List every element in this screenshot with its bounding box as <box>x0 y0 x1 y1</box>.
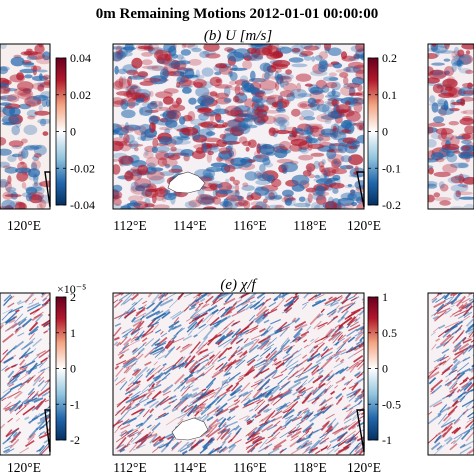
figure-title: 0m Remaining Motions 2012-01-01 00:00:00 <box>96 6 378 22</box>
field-left-bottom <box>0 293 50 455</box>
x-tick-label: 112°E <box>113 218 146 233</box>
colorbar-tick-label: -0.02 <box>70 161 95 175</box>
colorbar-tick-label: -0.2 <box>382 198 401 212</box>
x-tick-label: 120°E <box>347 460 381 474</box>
map-panel-left-top <box>0 43 51 210</box>
map-panel-b <box>112 43 365 210</box>
x-tick-label: 116°E <box>233 218 266 233</box>
land-island-e <box>171 417 209 441</box>
xticks-left-bottom: 120°E <box>7 460 41 474</box>
x-tick-label: 116°E <box>233 460 266 474</box>
x-tick-label: 114°E <box>173 218 206 233</box>
panel-e-label: (e) χ/f <box>220 277 257 293</box>
colorbar-tick-label: -0.1 <box>382 161 401 175</box>
colorbar-tick-label: 0.1 <box>382 88 397 102</box>
field-panel-e <box>113 293 364 455</box>
field-right-top <box>428 44 474 209</box>
colorbar-tick-label: 0 <box>70 125 76 139</box>
map-panel-right-top <box>427 43 474 210</box>
colorbar-left-bottom: 2 1 0 -1 -2 ×10⁻⁵ <box>55 282 86 447</box>
panel-b-label: (b) U [m/s] <box>204 28 272 44</box>
xticks-left-top: 120°E <box>7 218 41 233</box>
colorbar-left-top: 0.04 0.02 0 -0.02 -0.04 <box>55 51 95 212</box>
x-tick-label: 118°E <box>293 460 326 474</box>
map-panel-right-bottom <box>427 292 474 456</box>
colorbar-exponent: ×10⁻⁵ <box>57 282 86 296</box>
colorbar-e: 1 0.5 0 -0.5 -1 <box>367 290 401 447</box>
map-panel-e <box>112 292 365 456</box>
x-tick-label: 112°E <box>113 460 146 474</box>
colorbar-b: 0.2 0.1 0 -0.1 -0.2 <box>367 51 401 212</box>
colorbar-tick-label: 1 <box>382 290 388 304</box>
colorbar-tick-label: 0 <box>70 362 76 376</box>
x-tick-label: 120°E <box>7 460 41 474</box>
x-tick-label: 114°E <box>173 460 206 474</box>
colorbar-tick-label: 0.02 <box>70 88 91 102</box>
colorbar-tick-label: -1 <box>382 433 392 447</box>
colorbar-tick-label: 0 <box>382 362 388 376</box>
colorbar-tick-label: -1 <box>70 397 80 411</box>
field-right-bottom <box>428 293 474 455</box>
colorbar-tick-label: -0.5 <box>382 397 401 411</box>
colorbar-tick-label: 0.5 <box>382 326 397 340</box>
xticks-b: 112°E 114°E 116°E 118°E 120°E <box>113 218 381 233</box>
colorbar-tick-label: 1 <box>70 326 76 340</box>
x-tick-label: 118°E <box>293 218 326 233</box>
colorbar-tick-label: 0 <box>382 125 388 139</box>
colorbar-tick-label: 0.04 <box>70 51 91 65</box>
map-panel-left-bottom <box>0 292 51 456</box>
land-island-b <box>167 171 206 194</box>
x-tick-label: 120°E <box>347 218 381 233</box>
x-tick-label: 120°E <box>7 218 41 233</box>
xticks-e: 112°E 114°E 116°E 118°E 120°E <box>113 460 381 474</box>
colorbar-tick-label: 0.2 <box>382 51 397 65</box>
colorbar-tick-label: 2 <box>70 290 76 304</box>
colorbar-tick-label: -0.04 <box>70 198 95 212</box>
field-panel-b <box>113 44 364 209</box>
colorbar-tick-label: -2 <box>70 433 80 447</box>
